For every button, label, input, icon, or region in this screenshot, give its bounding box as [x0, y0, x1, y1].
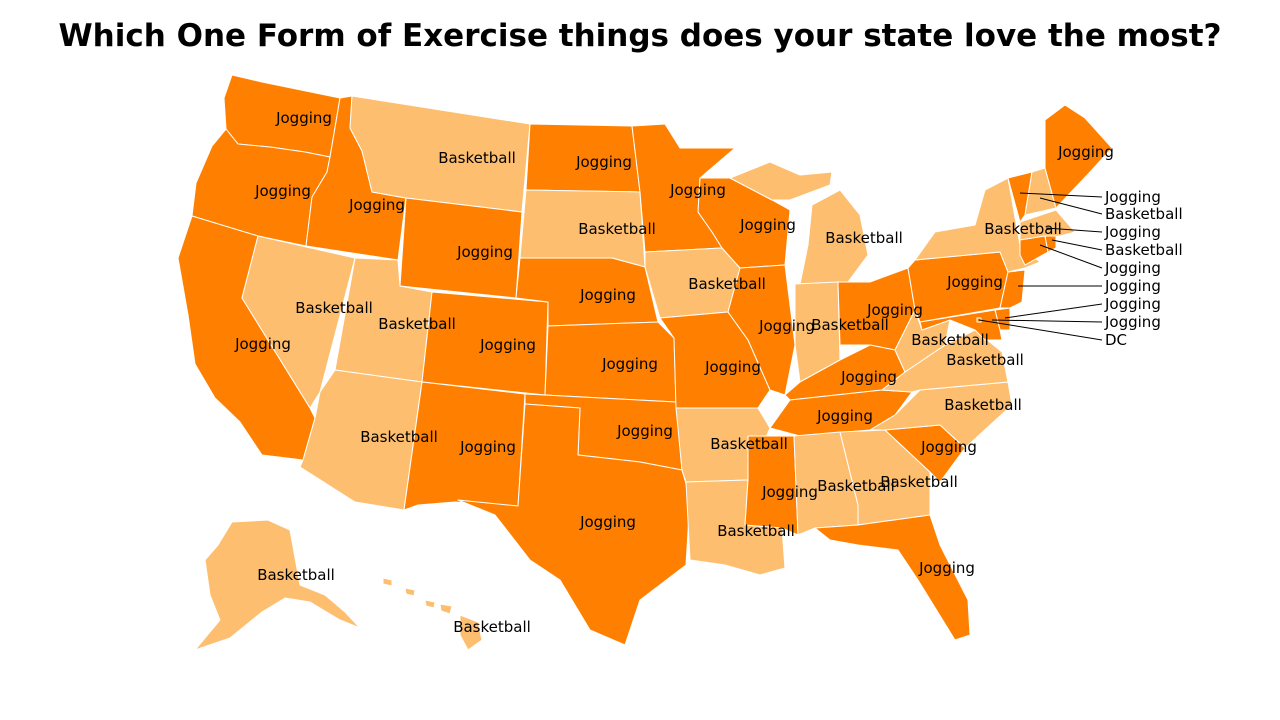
leader-line	[1051, 239, 1103, 251]
label-ak: Basketball	[257, 566, 335, 584]
label-la: Basketball	[717, 522, 795, 540]
leader-line	[1019, 192, 1103, 198]
label-ut: Basketball	[378, 315, 456, 333]
label-ar: Basketball	[710, 435, 788, 453]
label-tx: Jogging	[579, 513, 636, 531]
label-wa: Jogging	[275, 109, 332, 127]
label-nd: Jogging	[575, 153, 632, 171]
label-mn: Jogging	[669, 181, 726, 199]
state-ct	[1019, 235, 1049, 266]
label-id: Jogging	[348, 196, 405, 214]
label-va: Basketball	[946, 351, 1024, 369]
leader-line	[1004, 303, 1103, 319]
label-ia: Basketball	[688, 275, 766, 293]
label-ny: Basketball	[984, 220, 1062, 238]
label-sd: Basketball	[578, 220, 656, 238]
leader-line	[1039, 197, 1103, 215]
label-pa: Jogging	[946, 273, 1003, 291]
callout-nj: Jogging	[1104, 277, 1161, 295]
label-ms: Jogging	[761, 483, 818, 501]
state-mi	[729, 161, 869, 285]
callout-de: Jogging	[1104, 295, 1161, 313]
label-me: Jogging	[1057, 143, 1114, 161]
label-ks: Jogging	[601, 355, 658, 373]
label-al: Basketball	[817, 477, 895, 495]
state-tx	[457, 403, 691, 646]
state-fl	[814, 514, 971, 641]
state-md	[919, 309, 1003, 341]
callout-vt: Jogging	[1104, 188, 1161, 206]
state-me	[1044, 104, 1113, 209]
label-nm: Jogging	[459, 438, 516, 456]
label-in: Basketball	[811, 316, 889, 334]
callout-nh: Basketball	[1105, 205, 1183, 223]
label-co: Jogging	[479, 336, 536, 354]
map-title: Which One Form of Exercise things does y…	[58, 18, 1222, 54]
label-nv: Basketball	[295, 299, 373, 317]
callout-ri: Jogging	[1104, 223, 1161, 241]
state-il	[727, 264, 796, 396]
label-ky: Jogging	[840, 368, 897, 386]
label-az: Basketball	[360, 428, 438, 446]
state-hi	[382, 577, 483, 651]
label-wv: Basketball	[911, 331, 989, 349]
state-ak	[194, 519, 361, 651]
label-ne: Jogging	[579, 286, 636, 304]
label-ok: Jogging	[616, 422, 673, 440]
leader-line	[991, 319, 1103, 323]
label-hi: Basketball	[453, 618, 531, 636]
label-il: Jogging	[758, 317, 815, 335]
label-or: Jogging	[254, 182, 311, 200]
label-fl: Jogging	[918, 559, 975, 577]
label-mt: Basketball	[438, 149, 516, 167]
callout-ct: Jogging	[1104, 259, 1161, 277]
state-ma	[1019, 209, 1076, 241]
leader-line	[978, 319, 1103, 341]
label-ga: Basketball	[880, 473, 958, 491]
label-ca: Jogging	[234, 335, 291, 353]
state-nj	[999, 269, 1026, 309]
label-wy: Jogging	[456, 243, 513, 261]
callout-leaders	[978, 192, 1103, 341]
label-oh: Jogging	[866, 301, 923, 319]
label-mo: Jogging	[704, 358, 761, 376]
state-nv	[241, 235, 356, 409]
state-nc	[869, 381, 1013, 449]
callout-md: Jogging	[1104, 313, 1161, 331]
label-sc: Jogging	[920, 438, 977, 456]
label-nc: Basketball	[944, 396, 1022, 414]
leader-line	[1045, 227, 1103, 233]
callout-ma: Basketball	[1105, 241, 1183, 259]
leader-line	[1039, 244, 1103, 269]
label-mi: Basketball	[825, 229, 903, 247]
label-wi: Jogging	[739, 216, 796, 234]
label-tn: Jogging	[816, 407, 873, 425]
callout-dc: DC	[1105, 331, 1127, 349]
